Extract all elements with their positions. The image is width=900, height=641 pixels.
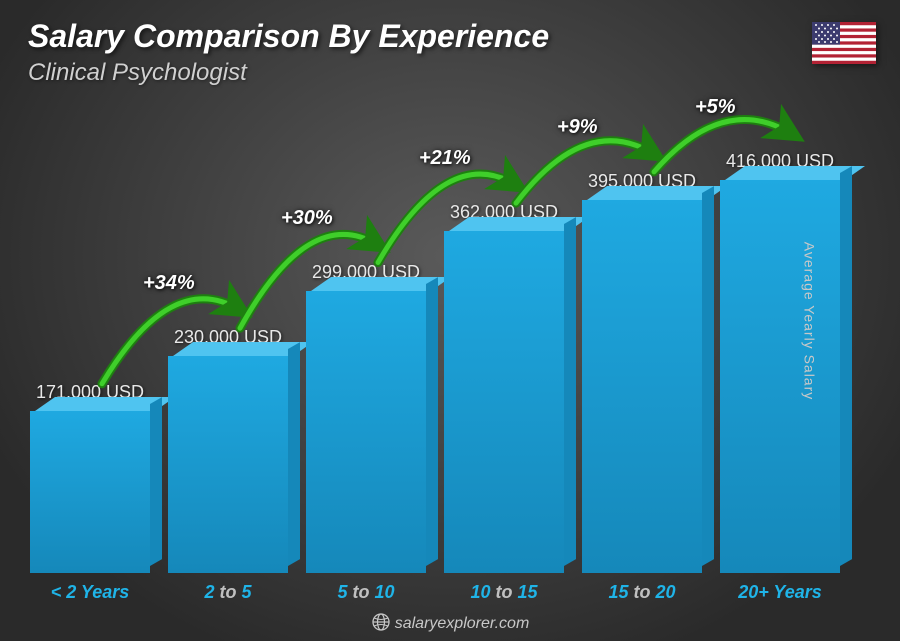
x-axis: < 2 Years 2 to 5 5 to 10 10 to 15 15 to 20 20…	[30, 582, 840, 603]
chart-title: Salary Comparison By Experience	[28, 18, 800, 55]
increment-label: +9%	[557, 116, 598, 139]
x-axis-label: 10 to 15	[444, 582, 564, 603]
footer: salaryexplorer.com	[0, 612, 900, 633]
footer-text: salaryexplorer.com	[395, 615, 530, 632]
us-flag-icon	[812, 22, 876, 64]
bar-wrap: 171,000 USD	[30, 120, 150, 573]
increment-label: +5%	[695, 96, 736, 119]
bar-wrap: 362,000 USD	[444, 120, 564, 573]
bar	[720, 180, 840, 573]
x-axis-label: 15 to 20	[582, 582, 702, 603]
bar-chart: 171,000 USD 230,000 USD 299,000 USD 362,…	[30, 120, 840, 573]
bar-wrap: 230,000 USD	[168, 120, 288, 573]
x-axis-label: 2 to 5	[168, 582, 288, 603]
bar	[582, 200, 702, 573]
x-axis-label: 20+ Years	[720, 582, 840, 603]
globe-icon	[371, 612, 391, 632]
increment-label: +30%	[281, 207, 333, 230]
bar	[168, 356, 288, 573]
bar	[30, 411, 150, 573]
bar	[306, 291, 426, 573]
increment-label: +34%	[143, 272, 195, 295]
x-axis-label: < 2 Years	[30, 582, 150, 603]
x-axis-label: 5 to 10	[306, 582, 426, 603]
bar	[444, 231, 564, 573]
chart-header: Salary Comparison By Experience Clinical…	[28, 18, 800, 87]
bar-wrap: 299,000 USD	[306, 120, 426, 573]
y-axis-label: Average Yearly Salary	[801, 241, 817, 400]
bar-wrap: 395,000 USD	[582, 120, 702, 573]
chart-subtitle: Clinical Psychologist	[28, 59, 800, 87]
increment-label: +21%	[419, 147, 471, 170]
bar-wrap: 416,000 USD	[720, 120, 840, 573]
